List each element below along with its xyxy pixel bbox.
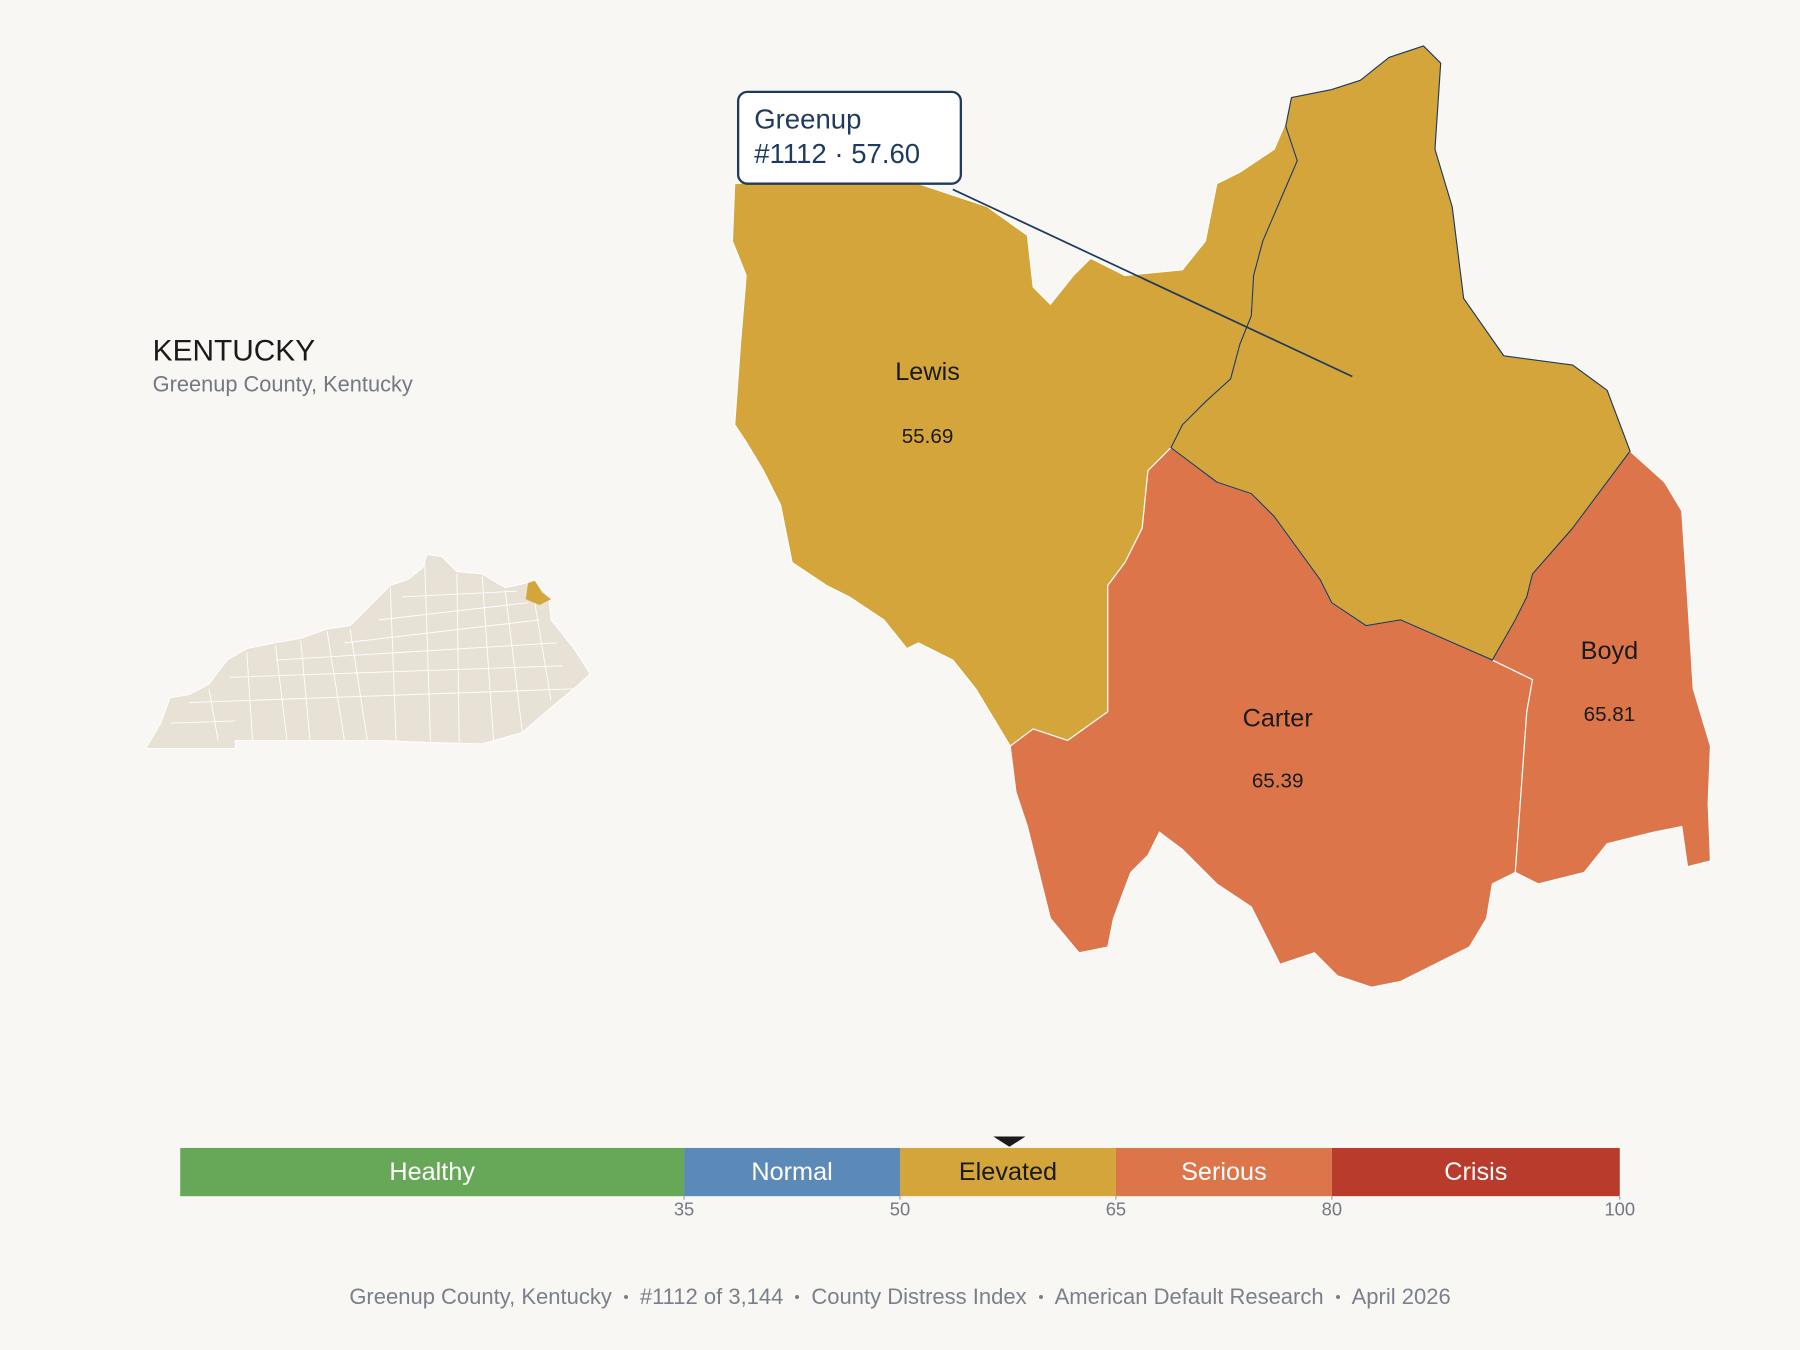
county-score: 65.81 xyxy=(1584,703,1636,726)
legend-label: Healthy xyxy=(389,1158,475,1186)
county-score: 55.69 xyxy=(902,425,954,448)
footer-item: April 2026 xyxy=(1351,1284,1451,1309)
legend-bin xyxy=(684,1147,900,1197)
legend-tick-label: 65 xyxy=(1106,1199,1126,1220)
callout-box xyxy=(736,90,962,185)
separator xyxy=(623,1295,628,1299)
footer-item: County Distress Index xyxy=(811,1284,1027,1309)
legend-label: Serious xyxy=(1181,1158,1267,1186)
legend-bin xyxy=(1115,1147,1332,1197)
legend-bin xyxy=(900,1147,1116,1197)
footer-item: #1112 of 3,144 xyxy=(639,1284,784,1309)
footer: Greenup County, Kentucky #1112 of 3,144 Co… xyxy=(0,1284,1800,1310)
legend-label: Crisis xyxy=(1444,1158,1507,1186)
legend-tick-label: 80 xyxy=(1322,1199,1342,1220)
county-name: Lewis xyxy=(895,358,960,386)
callout-leader xyxy=(952,188,1353,378)
legend: Healthy Normal Elevated Serious Crisis 35 50 65… xyxy=(180,1136,1635,1220)
callout-title: Greenup xyxy=(754,104,861,135)
inset-highlight xyxy=(525,580,552,605)
state-inset xyxy=(144,553,591,749)
legend-bin xyxy=(1331,1147,1620,1197)
footer-item: Greenup County, Kentucky xyxy=(349,1284,612,1309)
footer-item: American Default Research xyxy=(1054,1284,1324,1309)
subtitle: Greenup County, Kentucky xyxy=(153,371,413,396)
legend-tick-label: 50 xyxy=(890,1199,910,1220)
legend-marker xyxy=(993,1136,1026,1147)
callout-detail: #1112 · 57.60 xyxy=(754,138,920,169)
legend-tick-label: 35 xyxy=(674,1199,694,1220)
county-score: 65.39 xyxy=(1252,770,1304,793)
legend-tick-label: 100 xyxy=(1604,1199,1635,1220)
separator xyxy=(1335,1295,1340,1299)
selected-county[interactable] xyxy=(1170,45,1631,661)
state-title: KENTUCKY xyxy=(153,334,316,367)
county-name: Carter xyxy=(1243,705,1313,733)
legend-label: Normal xyxy=(751,1158,832,1186)
separator xyxy=(795,1295,800,1299)
county-name: Boyd xyxy=(1581,637,1639,665)
legend-bin xyxy=(180,1147,685,1197)
legend-label: Elevated xyxy=(959,1158,1057,1186)
separator xyxy=(1038,1295,1043,1299)
